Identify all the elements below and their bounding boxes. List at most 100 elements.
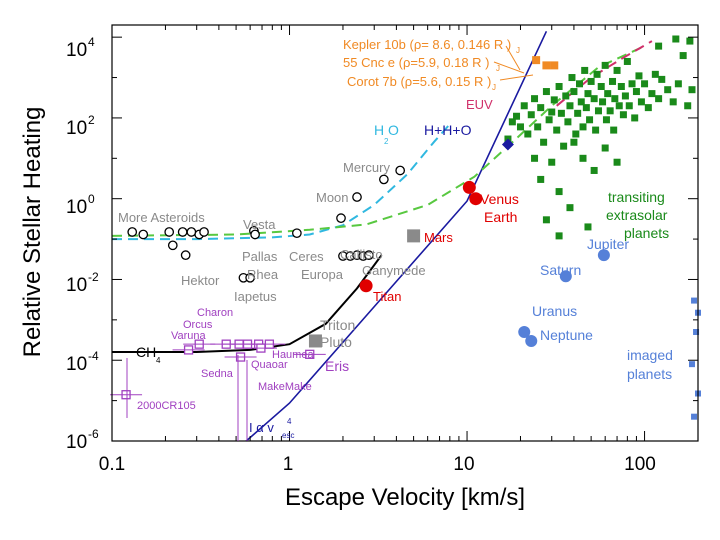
point-solar-system-red [462,180,476,194]
point-transiting-extrasolar-planets [542,88,550,96]
svg-text:-4: -4 [88,349,99,363]
label-ganymede: Ganymede [362,263,426,278]
annotation-leader [505,45,521,71]
point-transiting-extrasolar-planets [568,74,576,82]
point-transiting-extrasolar-planets [548,158,556,166]
y-tick-label: 10 -6 [66,427,99,453]
point-asteroids [164,227,175,237]
label-transiting-planets: planets [624,225,669,241]
label-iapetus: Iapetus [234,289,277,304]
point-kepler-55cnc-corot [542,61,551,70]
svg-text:Corot 7b (ρ=5.6, 0.15 R ): Corot 7b (ρ=5.6, 0.15 R ) [347,74,491,89]
label-vesta: Vesta [243,217,276,232]
point-transiting-extrasolar-planets [599,98,607,106]
point-asteroids [127,227,138,237]
label-ceres: Ceres [289,249,324,264]
point-imaged-planets [688,361,695,368]
svg-text:4: 4 [156,356,161,365]
x-axis-title: Escape Velocity [km/s] [285,484,525,511]
label-imaged: imaged [627,347,673,363]
point-transiting-extrasolar-planets [540,138,548,146]
label-55-cnc-e: 55 Cnc e (ρ=5.9, 0.18 R ) J [343,55,500,73]
label-venus: Venus [480,191,519,207]
point-transiting-extrasolar-planets [606,107,614,115]
point-transiting-extrasolar-planets [557,109,565,117]
point-icy-giants [525,334,538,347]
label-transiting: transiting [608,189,665,205]
label-2000cr105: 2000CR105 [137,400,196,412]
point-transiting-extrasolar-planets [623,57,631,65]
point-transiting-extrasolar-planets [632,88,640,96]
y-tick-label: 10 2 [66,113,95,139]
svg-text:4: 4 [287,417,292,426]
label-uranus: Uranus [532,303,577,319]
svg-text:10: 10 [66,197,87,218]
label-mars: Mars [424,230,453,245]
point-asteroids [186,227,197,237]
point-transiting-extrasolar-planets [524,130,532,138]
point-transiting-extrasolar-planets [555,188,563,196]
label-triton: Triton [320,317,355,333]
label-neptune: Neptune [540,327,593,343]
point-asteroids [199,227,209,237]
label-rhea: Rhea [247,267,279,282]
label-hektor: Hektor [181,273,220,288]
label-titan: Titan [373,289,401,304]
svg-text:10: 10 [66,354,87,375]
label-callisto: Callisto [340,247,383,262]
point-transiting-extrasolar-planets [641,80,649,88]
svg-text:10: 10 [66,40,87,61]
annotation-leader [493,61,525,74]
point-transiting-extrasolar-planets [625,102,633,110]
point-transiting-extrasolar-planets [592,126,600,134]
point-transiting-extrasolar-planets [674,80,682,88]
point-transiting-extrasolar-planets [679,52,687,60]
point-transiting-extrasolar-planets [635,72,643,80]
point-transiting-extrasolar-planets [575,80,583,88]
point-transiting-extrasolar-planets [648,90,656,98]
point-transiting-extrasolar-planets [594,107,602,115]
svg-text:J: J [516,46,520,55]
point-transiting-extrasolar-planets [601,144,609,152]
label-earth: Earth [484,209,517,225]
point-transiting-extrasolar-planets [684,102,692,110]
point-asteroids [352,192,362,202]
y-tick-label: 10 -2 [66,270,99,296]
point-transiting-extrasolar-planets [562,92,570,100]
label-extrasolar: extrasolar [606,207,668,223]
label-eris: Eris [325,358,349,374]
svg-text:10: 10 [66,275,87,296]
point-transiting-extrasolar-planets [586,116,594,124]
point-transiting-extrasolar-planets [537,175,545,183]
point-transiting-extrasolar-planets [550,96,558,104]
label-quaoar: Quaoar [251,359,288,371]
point-transiting-extrasolar-planets [545,116,553,124]
x-tick-label: 10 [453,454,474,475]
point-transiting-extrasolar-planets [531,95,539,103]
point-transiting-extrasolar-planets [534,123,542,131]
point-transiting-extrasolar-planets [610,126,618,134]
point-transiting-extrasolar-planets [587,77,595,85]
point-transiting-extrasolar-planets [590,95,598,103]
point-transiting-extrasolar-planets [619,111,627,119]
point-solar-system-red [359,279,373,293]
point-asteroids [177,227,188,237]
svg-text:CH: CH [136,344,156,360]
point-transiting-extrasolar-planets [686,37,694,45]
point-kepler-55cnc-corot [532,56,541,65]
point-transiting-extrasolar-planets [579,123,587,131]
x-tick-label: 0.1 [99,454,125,475]
label-varuna: Varuna [171,330,207,342]
plot-frame [111,24,699,442]
point-transiting-extrasolar-planets [555,232,563,240]
point-transiting-extrasolar-planets [548,108,556,116]
point-transiting-extrasolar-planets [688,86,696,94]
point-transiting-extrasolar-planets [584,223,592,231]
point-transiting-extrasolar-planets [590,166,598,174]
svg-text:10: 10 [66,432,87,453]
point-transiting-extrasolar-planets [593,70,601,78]
point-transiting-extrasolar-planets [516,123,524,131]
point-transiting-extrasolar-planets [617,83,625,91]
label-makemake: MakeMake [258,381,312,393]
